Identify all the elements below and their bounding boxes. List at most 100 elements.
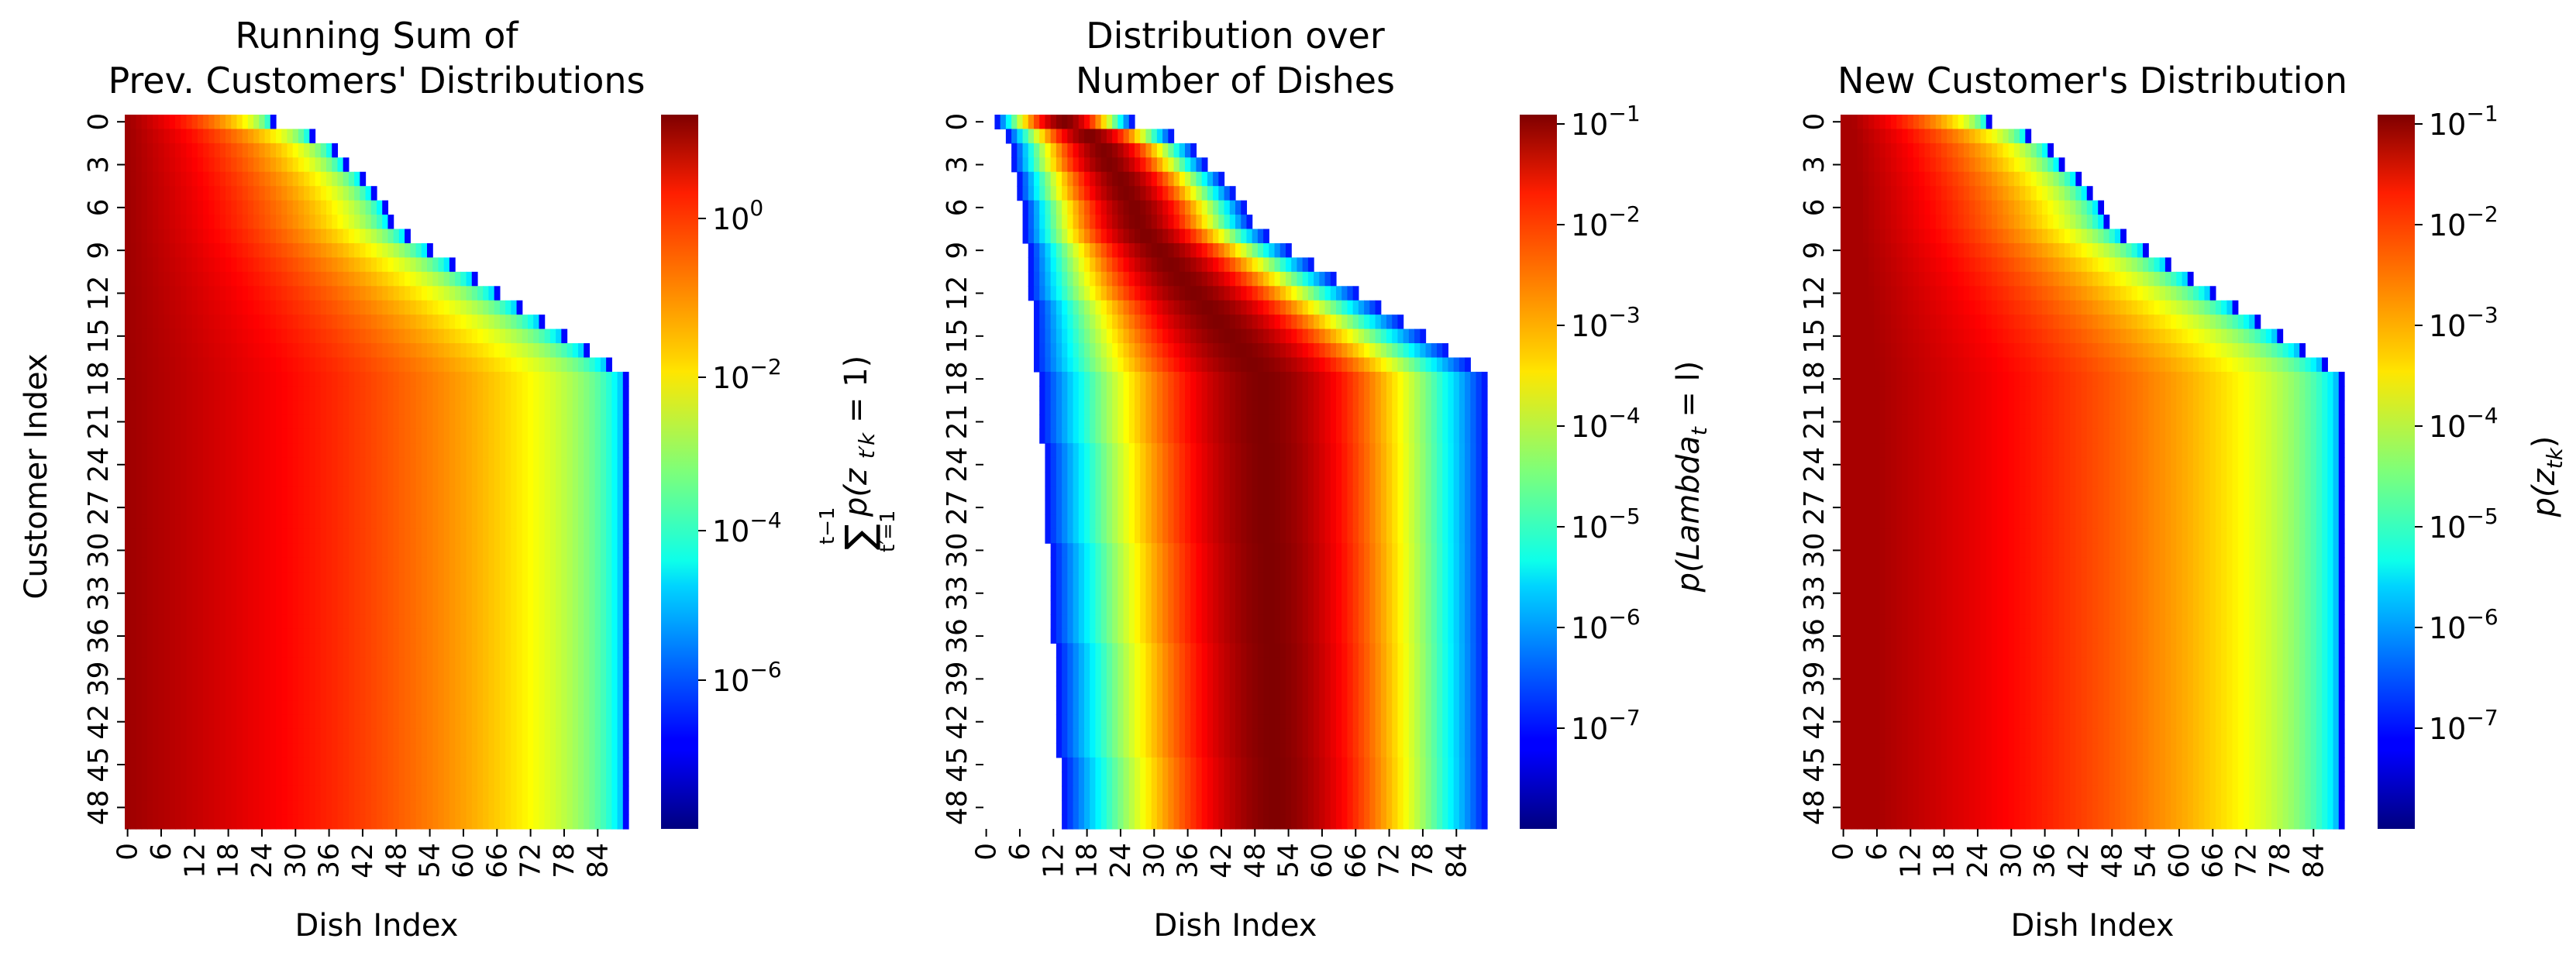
heatmap-cell <box>326 743 332 758</box>
heatmap-cell <box>394 272 400 287</box>
heatmap-cell <box>438 414 444 429</box>
heatmap-cell <box>276 472 282 486</box>
heatmap-cell <box>158 257 164 272</box>
heatmap-cell <box>298 600 305 615</box>
heatmap-cell <box>432 658 439 672</box>
heatmap-cell <box>595 486 601 500</box>
heatmap-cell <box>578 686 584 701</box>
heatmap-cell <box>1168 229 1174 244</box>
heatmap-cell <box>1051 315 1057 329</box>
heatmap-cell <box>522 772 529 786</box>
heatmap-cell <box>539 486 545 500</box>
heatmap-cell <box>545 400 551 415</box>
heatmap-cell <box>1129 386 1135 400</box>
heatmap-cell <box>472 386 478 400</box>
heatmap-cell <box>309 729 315 744</box>
heatmap-cell <box>1409 329 1415 344</box>
heatmap-cell <box>511 543 517 558</box>
heatmap-cell <box>1196 157 1202 172</box>
heatmap-cell <box>147 414 153 429</box>
heatmap-cell <box>270 643 277 658</box>
heatmap-cell <box>215 529 221 544</box>
heatmap-cell <box>354 372 360 387</box>
heatmap-cell <box>1129 257 1135 272</box>
heatmap-cell <box>528 529 534 544</box>
heatmap-cell <box>584 672 590 686</box>
heatmap-cell <box>387 800 394 815</box>
heatmap-cell <box>215 286 221 301</box>
heatmap-cell <box>1364 357 1370 372</box>
heatmap-cell <box>561 357 567 372</box>
heatmap-cell <box>231 215 237 229</box>
heatmap-cell <box>220 429 226 444</box>
heatmap-cell <box>215 172 221 187</box>
heatmap-cell <box>578 800 584 815</box>
heatmap-cell <box>259 815 265 830</box>
x-tick-label: 78 <box>549 843 580 878</box>
heatmap-cell <box>405 500 411 515</box>
heatmap-cell <box>192 357 198 372</box>
heatmap-cell <box>147 201 153 215</box>
heatmap-cell <box>354 543 360 558</box>
heatmap-cell <box>1073 157 1080 172</box>
heatmap-cell <box>276 486 282 500</box>
heatmap-cell <box>304 714 310 729</box>
heatmap-cell <box>1190 272 1197 287</box>
heatmap-cell <box>1073 257 1080 272</box>
heatmap-cell <box>248 643 254 658</box>
heatmap-cell <box>533 543 539 558</box>
heatmap-cell <box>243 443 249 458</box>
heatmap-cell <box>477 343 484 358</box>
heatmap-cell <box>1051 386 1057 400</box>
heatmap-cell <box>472 400 478 415</box>
heatmap-cell <box>567 486 573 500</box>
heatmap-cell <box>354 786 360 801</box>
heatmap-cell <box>136 115 142 129</box>
heatmap-cell <box>153 372 159 387</box>
heatmap-cell <box>170 614 176 629</box>
heatmap-cell <box>1275 301 1281 315</box>
heatmap-cell <box>153 629 159 644</box>
heatmap-cell <box>309 743 315 758</box>
heatmap-cell <box>337 800 343 815</box>
heatmap-cell <box>220 215 226 229</box>
heatmap-cell <box>1084 215 1090 229</box>
heatmap-cell <box>405 472 411 486</box>
heatmap-cell <box>181 257 187 272</box>
heatmap-cell <box>606 729 612 744</box>
heatmap-cell <box>472 558 478 572</box>
heatmap-cell <box>394 543 400 558</box>
heatmap-cell <box>1280 343 1286 358</box>
heatmap-cell <box>236 658 243 672</box>
heatmap-cell <box>142 186 148 201</box>
heatmap-cell <box>125 572 131 586</box>
heatmap-cell <box>1168 315 1174 329</box>
heatmap-cell <box>1213 343 1219 358</box>
heatmap-cell <box>438 672 444 686</box>
heatmap-cell <box>332 472 338 486</box>
heatmap-cell <box>444 514 450 529</box>
heatmap-cell <box>337 558 343 572</box>
heatmap-cell <box>1135 357 1141 372</box>
heatmap-cell <box>1045 257 1051 272</box>
heatmap-cell <box>287 372 293 387</box>
heatmap-cell <box>366 414 372 429</box>
heatmap-cell <box>561 686 567 701</box>
heatmap-cell <box>595 458 601 473</box>
heatmap-2-cells <box>994 115 1487 830</box>
heatmap-cell <box>164 529 170 544</box>
heatmap-cell <box>1308 329 1314 344</box>
heatmap-cell <box>270 572 277 586</box>
heatmap-cell <box>136 700 142 715</box>
heatmap-cell <box>281 743 288 758</box>
heatmap-cell <box>1190 172 1197 187</box>
heatmap-cell <box>276 629 282 644</box>
heatmap-cell <box>125 429 131 444</box>
heatmap-cell <box>203 486 209 500</box>
heatmap-cell <box>1084 172 1090 187</box>
heatmap-cell <box>1230 329 1236 344</box>
heatmap-cell <box>494 514 501 529</box>
heatmap-cell <box>500 429 506 444</box>
heatmap-cell <box>354 758 360 772</box>
heatmap-cell <box>136 272 142 287</box>
